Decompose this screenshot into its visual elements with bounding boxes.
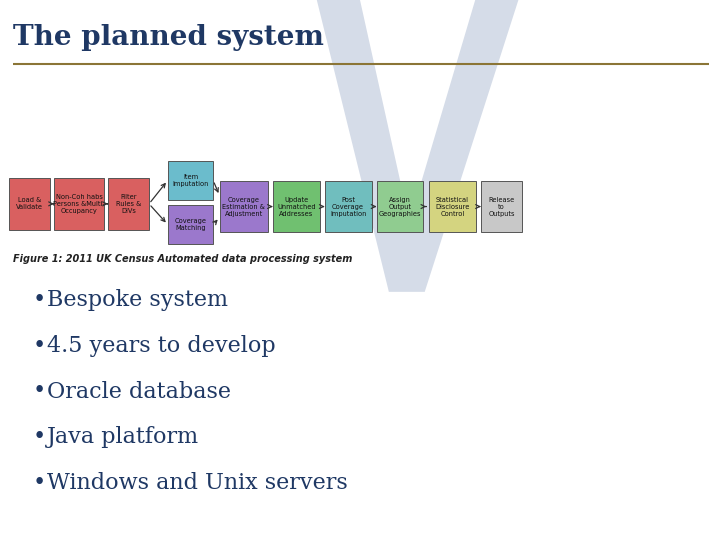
Text: Coverage
Matching: Coverage Matching xyxy=(174,218,207,231)
Polygon shape xyxy=(389,0,518,292)
Text: Statistical
Disclosure
Control: Statistical Disclosure Control xyxy=(436,197,469,217)
FancyBboxPatch shape xyxy=(325,181,372,232)
FancyBboxPatch shape xyxy=(377,181,423,232)
FancyBboxPatch shape xyxy=(273,181,320,232)
FancyBboxPatch shape xyxy=(9,178,50,230)
Text: Oracle database: Oracle database xyxy=(47,381,231,402)
Text: •: • xyxy=(32,381,45,402)
FancyBboxPatch shape xyxy=(168,161,213,200)
FancyBboxPatch shape xyxy=(220,181,268,232)
Text: Post
Coverage
Imputation: Post Coverage Imputation xyxy=(330,197,366,217)
Text: Non-Coh habs
Persons &Multi-
Occupancy: Non-Coh habs Persons &Multi- Occupancy xyxy=(53,194,105,214)
FancyBboxPatch shape xyxy=(429,181,476,232)
Text: Item
Imputation: Item Imputation xyxy=(172,174,209,187)
Text: Bespoke system: Bespoke system xyxy=(47,289,228,310)
Text: •: • xyxy=(32,427,45,448)
Text: Assign
Output
Geographies: Assign Output Geographies xyxy=(379,197,421,217)
Text: Update
Unmatched
Addresses: Update Unmatched Addresses xyxy=(277,197,315,217)
Text: Release
to
Outputs: Release to Outputs xyxy=(488,197,515,217)
Text: •: • xyxy=(32,335,45,356)
Text: Load &
Validate: Load & Validate xyxy=(17,197,43,211)
Polygon shape xyxy=(317,0,425,292)
Text: Figure 1: 2011 UK Census Automated data processing system: Figure 1: 2011 UK Census Automated data … xyxy=(13,254,352,264)
FancyBboxPatch shape xyxy=(54,178,104,230)
Text: Filter
Rules &
DIVs: Filter Rules & DIVs xyxy=(116,194,141,214)
Text: The planned system: The planned system xyxy=(13,24,324,51)
Text: •: • xyxy=(32,289,45,310)
Text: Java platform: Java platform xyxy=(47,427,199,448)
FancyBboxPatch shape xyxy=(108,178,149,230)
Text: 4.5 years to develop: 4.5 years to develop xyxy=(47,335,276,356)
Text: Coverage
Estimation &
Adjustment: Coverage Estimation & Adjustment xyxy=(222,197,265,217)
FancyBboxPatch shape xyxy=(168,205,213,244)
FancyBboxPatch shape xyxy=(481,181,522,232)
Text: Windows and Unix servers: Windows and Unix servers xyxy=(47,472,348,494)
Text: •: • xyxy=(32,472,45,494)
